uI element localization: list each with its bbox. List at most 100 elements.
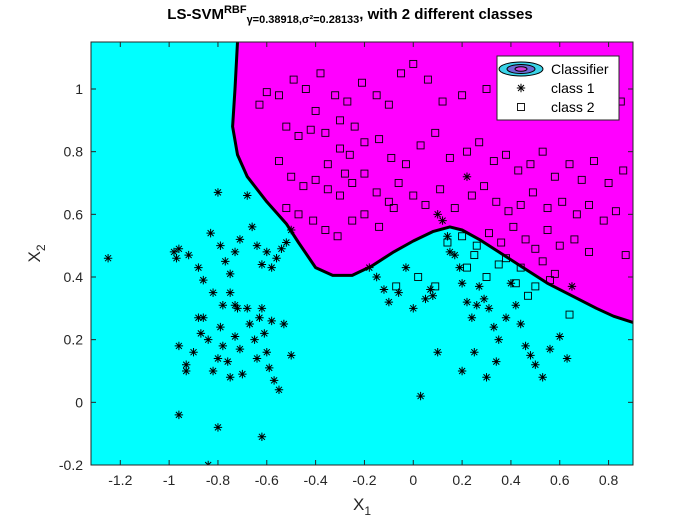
- point-class-2: [565, 160, 574, 169]
- point-class-1: [103, 254, 113, 263]
- point-class-2: [572, 210, 581, 219]
- point-class-2: [521, 235, 530, 244]
- point-class-2: [502, 254, 510, 263]
- point-class-1: [428, 291, 438, 300]
- point-class-2: [392, 282, 401, 291]
- legend-class-2-marker: [517, 103, 525, 111]
- point-class-1: [438, 216, 447, 225]
- point-class-1: [511, 301, 521, 310]
- point-class-2: [497, 238, 506, 247]
- point-class-1: [462, 172, 472, 181]
- point-class-2: [546, 276, 554, 285]
- point-class-1: [213, 354, 223, 363]
- point-class-2: [482, 273, 491, 281]
- point-class-1: [474, 282, 484, 291]
- point-class-2: [482, 85, 491, 93]
- x-axis-label: X1: [353, 495, 371, 518]
- point-class-1: [194, 263, 203, 272]
- y-tick-label: 0.8: [64, 144, 84, 160]
- point-class-2: [389, 204, 398, 213]
- x-tick-label: 0.4: [501, 472, 521, 488]
- point-class-1: [262, 348, 271, 357]
- point-class-2: [360, 210, 369, 219]
- point-class-2: [470, 251, 479, 260]
- point-class-1: [265, 363, 274, 373]
- point-class-2: [348, 179, 357, 187]
- point-class-2: [458, 232, 467, 241]
- point-class-1: [189, 348, 198, 357]
- point-class-2: [528, 188, 537, 197]
- point-class-1: [409, 304, 418, 313]
- point-class-1: [433, 348, 442, 357]
- point-class-2: [599, 216, 608, 225]
- point-class-2: [348, 216, 357, 225]
- point-class-2: [345, 150, 354, 159]
- point-class-2: [294, 210, 303, 219]
- point-class-2: [555, 241, 564, 250]
- point-class-2: [289, 75, 298, 84]
- point-class-2: [509, 222, 518, 231]
- point-class-2: [489, 157, 498, 166]
- point-class-2: [340, 169, 349, 178]
- point-class-1: [216, 322, 225, 332]
- point-class-2: [360, 169, 369, 178]
- y-tick-label: 0.2: [64, 332, 84, 348]
- point-class-1: [494, 335, 503, 344]
- point-class-1: [267, 316, 276, 326]
- point-class-1: [245, 319, 254, 329]
- point-class-2: [502, 150, 510, 159]
- point-class-2: [543, 204, 552, 213]
- point-class-2: [585, 247, 594, 256]
- point-class-1: [223, 357, 232, 366]
- point-class-2: [485, 229, 493, 238]
- point-class-1: [484, 304, 494, 313]
- y-tick-label: 0.4: [64, 269, 84, 285]
- series-class-1: [103, 172, 577, 465]
- point-class-1: [213, 423, 223, 432]
- point-class-2: [384, 100, 393, 109]
- point-class-2: [463, 147, 471, 156]
- point-class-1: [545, 344, 555, 354]
- point-class-2: [323, 185, 332, 194]
- point-class-2: [531, 282, 540, 291]
- point-class-2: [543, 226, 552, 234]
- point-class-2: [565, 310, 574, 319]
- point-class-2: [255, 100, 264, 109]
- point-class-1: [221, 257, 230, 266]
- point-class-1: [213, 188, 223, 197]
- point-class-1: [433, 210, 442, 219]
- point-class-1: [182, 360, 191, 369]
- x-tick-label: -1: [163, 472, 176, 488]
- point-class-1: [257, 260, 267, 269]
- point-class-2: [570, 235, 579, 244]
- point-class-2: [372, 91, 381, 100]
- legend-class-1-marker: [516, 83, 526, 93]
- point-class-1: [462, 297, 472, 307]
- point-class-2: [333, 232, 342, 241]
- point-class-2: [538, 147, 547, 156]
- point-class-1: [365, 263, 374, 272]
- point-class-2: [375, 222, 384, 231]
- plot-frame: [90, 41, 634, 466]
- point-class-1: [247, 222, 257, 232]
- point-class-1: [372, 272, 381, 282]
- point-class-2: [458, 91, 467, 100]
- point-class-2: [299, 182, 308, 191]
- point-class-2: [431, 128, 440, 137]
- x-tick-label: 0.8: [599, 472, 619, 488]
- point-class-2: [372, 188, 381, 197]
- y-tick-label: 1: [75, 81, 83, 97]
- point-class-1: [401, 263, 411, 272]
- point-class-2: [577, 175, 586, 184]
- point-class-2: [275, 157, 283, 166]
- point-class-2: [611, 207, 620, 216]
- point-class-2: [494, 260, 503, 269]
- point-class-1: [492, 357, 501, 366]
- point-class-2: [282, 122, 291, 131]
- point-class-1: [479, 294, 489, 304]
- point-class-2: [480, 182, 489, 191]
- point-class-2: [343, 97, 352, 106]
- point-class-2: [421, 200, 430, 209]
- point-class-2: [311, 175, 320, 184]
